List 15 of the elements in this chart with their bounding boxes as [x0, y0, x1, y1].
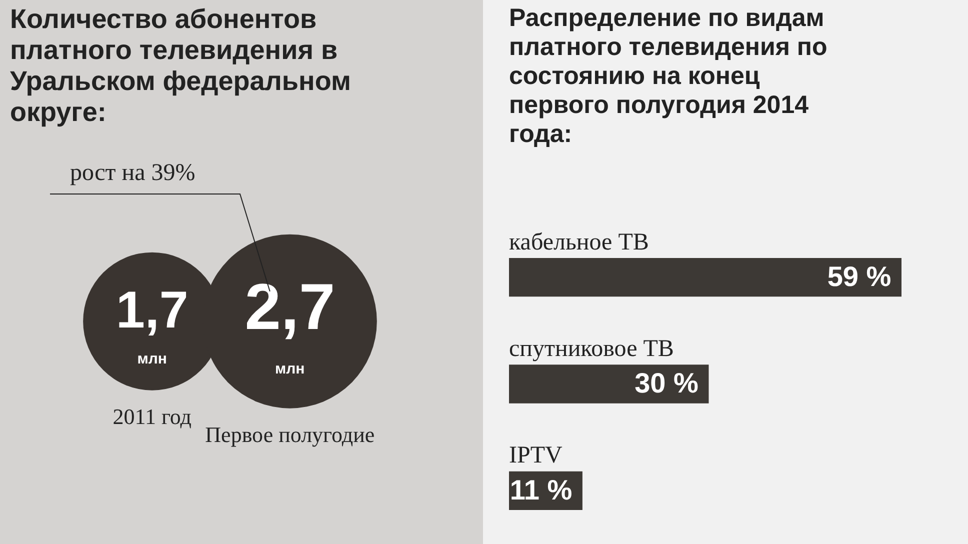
text: млн [275, 360, 305, 378]
text: Количество абонентов платного телевидения в Уральском федеральном округе: [10, 4, 352, 129]
data-label: 2,7 [244, 270, 336, 343]
data-label: 1,7 [116, 281, 188, 340]
category-label: 2011 год [112, 404, 192, 430]
text: млн [137, 350, 167, 368]
y-tick-label: кабельное ТВ [509, 229, 649, 256]
data-label: 11 % [510, 474, 572, 506]
data-label: 30 % [634, 368, 698, 399]
text: рост на 39% [70, 160, 196, 186]
chart-title: Распределение по видам платного телевидения по состоянию на конец первого полугодия 2014 года: [509, 4, 828, 150]
y-tick-label: IPTV [509, 442, 563, 469]
data-label: 59 % [827, 261, 892, 292]
y-tick-label: спутниковое ТВ [509, 336, 674, 362]
category-label: Первое полугодие [205, 422, 375, 448]
